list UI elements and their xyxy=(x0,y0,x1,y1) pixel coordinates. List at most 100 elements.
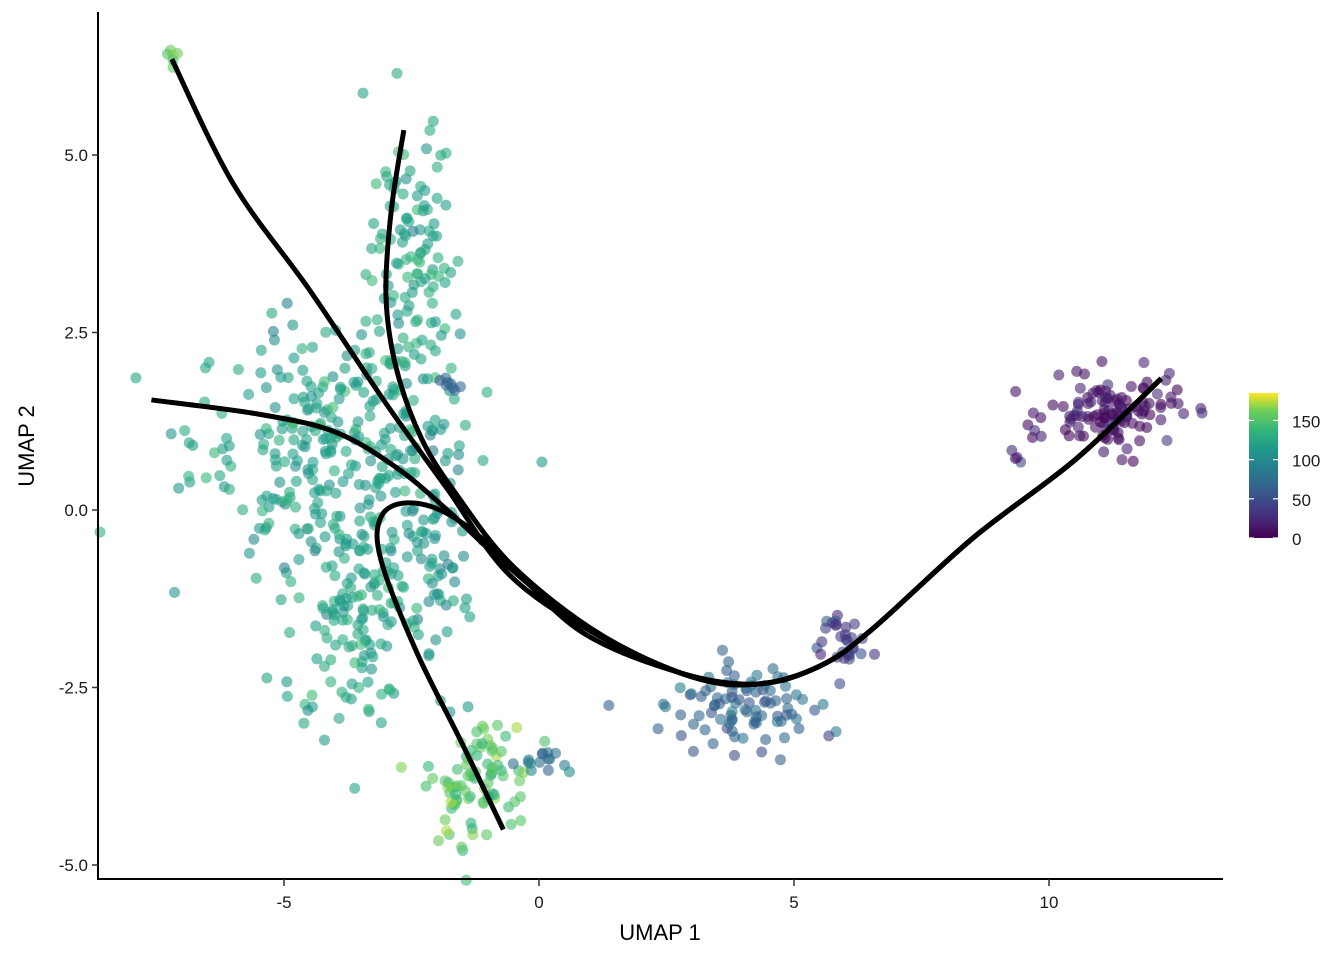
data-point xyxy=(293,554,305,565)
data-point xyxy=(269,402,281,413)
data-point xyxy=(781,693,793,705)
data-point xyxy=(410,316,422,328)
trajectory-curves xyxy=(151,58,1163,831)
data-point xyxy=(724,718,736,730)
data-point xyxy=(401,305,413,317)
data-point xyxy=(1010,386,1022,397)
data-point xyxy=(281,690,293,702)
data-point xyxy=(255,367,267,379)
data-point xyxy=(325,654,337,666)
data-point xyxy=(1053,369,1065,381)
y-tick-label: 2.5 xyxy=(64,324,88,343)
data-point xyxy=(209,447,220,459)
data-point xyxy=(293,592,305,604)
data-point xyxy=(290,460,301,472)
data-point xyxy=(330,487,342,499)
data-point xyxy=(297,425,309,437)
data-point xyxy=(328,465,340,477)
data-point xyxy=(406,286,418,298)
data-point xyxy=(1144,409,1156,421)
data-point xyxy=(350,460,361,472)
data-point xyxy=(779,732,790,744)
data-point xyxy=(371,314,383,326)
data-point xyxy=(481,386,493,398)
data-point xyxy=(505,818,517,830)
data-point xyxy=(317,602,329,614)
data-point xyxy=(256,505,268,517)
data-point xyxy=(417,205,429,217)
data-point xyxy=(366,663,377,675)
data-point xyxy=(1134,435,1146,447)
data-point xyxy=(374,604,385,616)
data-point xyxy=(385,616,397,628)
data-point xyxy=(290,475,302,487)
data-point xyxy=(330,639,342,651)
lineage-1-curve xyxy=(169,58,1163,688)
data-point xyxy=(1138,357,1150,368)
data-point xyxy=(370,482,382,494)
data-point xyxy=(815,648,827,660)
data-point xyxy=(495,745,507,757)
data-point xyxy=(431,161,443,173)
data-point xyxy=(396,236,408,248)
data-point xyxy=(1112,427,1124,438)
data-point xyxy=(726,691,738,703)
data-point xyxy=(200,472,212,484)
data-point xyxy=(425,339,437,351)
data-point xyxy=(370,178,382,190)
data-point xyxy=(1072,396,1084,408)
data-point xyxy=(1096,356,1108,367)
data-point xyxy=(459,419,471,431)
data-point xyxy=(263,517,275,529)
x-tick-label: -5 xyxy=(276,893,291,912)
data-point xyxy=(373,325,385,337)
data-point xyxy=(275,371,287,383)
data-point xyxy=(462,701,474,713)
data-point xyxy=(423,650,435,662)
x-axis: -5 0 5 10 UMAP 1 xyxy=(97,878,1223,945)
data-point xyxy=(401,519,413,531)
data-point xyxy=(481,829,493,841)
data-point xyxy=(427,115,439,127)
data-point xyxy=(402,271,414,283)
data-point xyxy=(500,730,512,742)
data-point xyxy=(261,672,273,684)
data-point xyxy=(355,638,367,650)
data-point xyxy=(433,835,444,847)
data-point xyxy=(298,717,310,729)
data-point xyxy=(1065,413,1077,425)
data-point xyxy=(416,334,428,346)
data-point xyxy=(449,576,461,588)
data-point xyxy=(364,400,376,412)
y-tick-label: -2.5 xyxy=(59,679,88,698)
data-point xyxy=(399,485,411,497)
data-point xyxy=(183,437,195,449)
data-point xyxy=(349,782,361,794)
data-point xyxy=(482,777,494,789)
data-point xyxy=(465,817,477,829)
y-axis: -5.0 -2.5 0.0 2.5 5.0 UMAP 2 xyxy=(14,12,99,880)
data-point xyxy=(341,614,353,626)
data-point xyxy=(456,841,468,853)
data-point xyxy=(266,307,278,319)
data-point xyxy=(451,763,463,775)
data-point xyxy=(1160,374,1172,386)
data-point xyxy=(299,441,311,453)
data-point xyxy=(365,455,377,467)
data-point xyxy=(717,644,728,656)
data-point xyxy=(407,394,419,406)
data-point xyxy=(497,770,509,782)
data-point xyxy=(409,467,421,479)
data-point xyxy=(427,772,439,784)
data-point xyxy=(542,764,554,776)
data-point xyxy=(442,447,454,459)
data-point xyxy=(404,165,416,177)
data-point xyxy=(288,434,300,446)
data-point xyxy=(412,629,424,641)
data-point xyxy=(366,275,378,287)
data-point xyxy=(356,329,368,341)
data-point xyxy=(534,756,546,768)
data-point xyxy=(652,723,664,735)
data-point xyxy=(454,328,466,340)
data-point xyxy=(424,429,436,441)
